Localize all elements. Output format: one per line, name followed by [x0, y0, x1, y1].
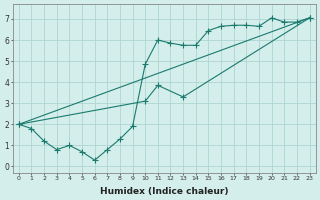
X-axis label: Humidex (Indice chaleur): Humidex (Indice chaleur) — [100, 187, 228, 196]
